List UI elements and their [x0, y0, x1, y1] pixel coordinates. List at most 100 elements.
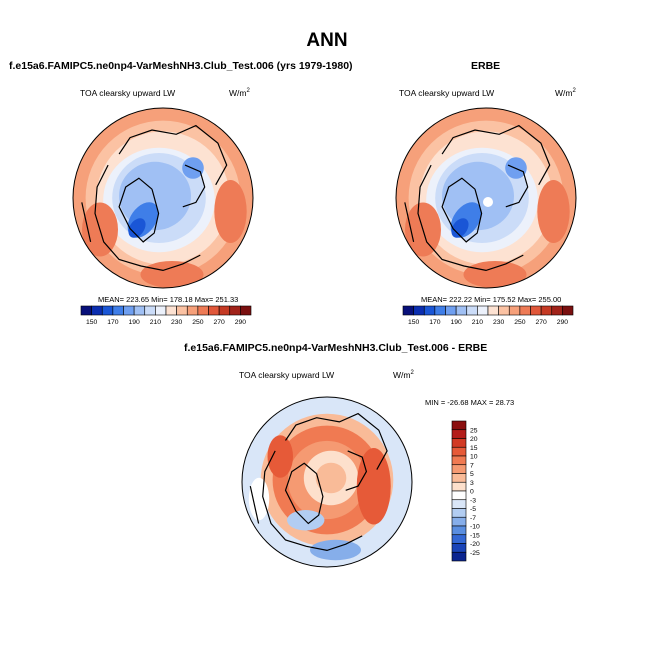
colorbar-bin — [451, 490, 467, 501]
coastline — [441, 177, 483, 243]
colorbar-tick-label: 190 — [128, 319, 140, 326]
coastline — [94, 164, 201, 272]
colorbar-tick-label: 170 — [429, 319, 441, 326]
panel1-title: f.e15a6.FAMIPC5.ne0np4-VarMeshNH3.Club_T… — [9, 60, 353, 72]
colorbar-bin — [451, 543, 467, 553]
colorbar-tick-label: 5 — [470, 471, 474, 478]
colorbar-tick-label: 270 — [535, 319, 547, 326]
map-field — [242, 397, 412, 567]
panel2-variable: TOA clearsky upward LW — [399, 88, 495, 98]
colorbar-bin — [451, 499, 467, 509]
colorbar-bin — [451, 525, 467, 536]
coastline — [118, 124, 228, 186]
map-field — [396, 108, 576, 288]
colorbar-tick-label: 15 — [470, 445, 478, 452]
colorbar-tick-label: -7 — [470, 515, 476, 522]
colorbar-tick-label: 250 — [192, 319, 204, 326]
panel2-stats: MEAN= 222.22 Min= 175.52 Max= 255.00 — [421, 295, 562, 304]
field-band — [310, 539, 361, 561]
panel2-units: W/m2 — [555, 88, 576, 98]
colorbar-tick-label: 3 — [470, 480, 474, 487]
coastline — [404, 202, 415, 243]
colorbar-tick-label: -10 — [470, 524, 480, 531]
colorbar-bin — [451, 508, 467, 518]
field-band — [537, 180, 570, 243]
colorbar-tick-label: -20 — [470, 541, 480, 548]
panel1-units: W/m2 — [229, 88, 250, 98]
colorbar-tick-label: 7 — [470, 462, 474, 469]
field-band — [128, 218, 146, 238]
colorbar-bin — [451, 473, 467, 483]
colorbar-bin — [451, 464, 467, 474]
colorbar-tick-label: 150 — [408, 319, 420, 326]
colorbar-tick-label: 190 — [450, 319, 462, 326]
panel3-units: W/m2 — [393, 370, 414, 380]
colorbar-bin — [240, 305, 252, 316]
field-band — [248, 477, 270, 521]
colorbar-tick-label: 150 — [86, 319, 98, 326]
field-band — [451, 218, 469, 238]
colorbar-tick-label: 270 — [213, 319, 225, 326]
coastline — [249, 485, 260, 524]
coastline — [118, 177, 160, 243]
colorbar-tick-label: -15 — [470, 532, 480, 539]
panel1-variable: TOA clearsky upward LW — [80, 88, 176, 98]
field-band — [214, 180, 247, 243]
coastline — [417, 164, 524, 272]
field-band — [483, 197, 493, 207]
colorbar-tick-label: 290 — [235, 319, 247, 326]
colorbar-bin — [451, 438, 467, 448]
colorbar-bin — [451, 420, 467, 431]
colorbar-bin — [451, 551, 467, 562]
field-band — [140, 261, 204, 288]
coastline — [284, 462, 324, 525]
colorbar-bin — [562, 305, 574, 316]
colorbar-tick-label: -5 — [470, 506, 476, 513]
coastline — [182, 164, 206, 208]
panel2-title: ERBE — [471, 60, 501, 72]
colorbar-bin — [451, 534, 467, 544]
coastline — [285, 412, 388, 470]
panel1-stats: MEAN= 223.65 Min= 178.18 Max= 251.33 — [98, 295, 239, 304]
coastline — [345, 450, 368, 491]
colorbar-tick-label: 0 — [470, 489, 474, 496]
colorbar-tick-label: 10 — [470, 454, 478, 461]
colorbar-tick-label: 230 — [493, 319, 505, 326]
map-outline — [241, 396, 413, 568]
colorbar-bin — [451, 516, 467, 527]
colorbar-tick-label: 290 — [557, 319, 569, 326]
coastline — [262, 450, 363, 552]
panel3-variable: TOA clearsky upward LW — [239, 370, 335, 380]
panel3-title: f.e15a6.FAMIPC5.ne0np4-VarMeshNH3.Club_T… — [184, 342, 488, 354]
colorbar-bin — [451, 481, 467, 492]
coastline — [505, 164, 529, 208]
colorbar-bin — [451, 429, 467, 439]
figure-title: ANN — [306, 30, 348, 51]
field-band — [463, 261, 527, 288]
map-outline — [395, 107, 577, 289]
colorbar-tick-label: 210 — [472, 319, 484, 326]
colorbar-tick-label: -25 — [470, 550, 480, 557]
colorbar-bin — [451, 446, 467, 457]
colorbar-bin — [451, 455, 467, 466]
panel3-stats: MIN = -26.68 MAX = 28.73 — [425, 398, 515, 407]
colorbar-tick-label: -3 — [470, 497, 476, 504]
map-outline — [72, 107, 254, 289]
coastline — [441, 124, 551, 186]
colorbar-tick-label: 25 — [470, 427, 478, 434]
colorbar-tick-label: 250 — [514, 319, 526, 326]
map-field — [73, 108, 253, 288]
colorbar-tick-label: 210 — [150, 319, 162, 326]
field-band — [267, 435, 293, 478]
field-band — [315, 462, 347, 494]
coastline — [81, 202, 92, 243]
colorbar-tick-label: 230 — [171, 319, 183, 326]
colorbar-tick-label: 170 — [107, 319, 119, 326]
colorbar-tick-label: 20 — [470, 436, 478, 443]
